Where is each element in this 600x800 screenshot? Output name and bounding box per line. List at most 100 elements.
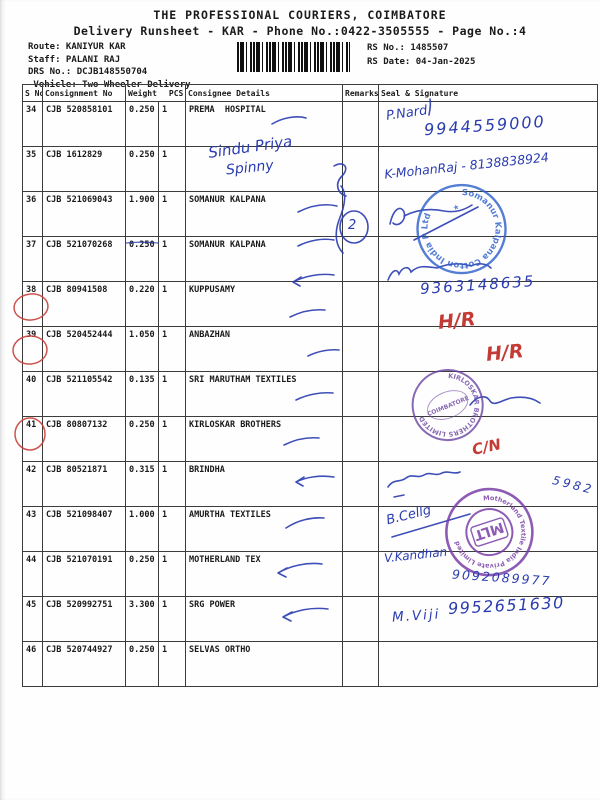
barcode — [237, 42, 350, 72]
cell-remarks — [342, 551, 380, 597]
cell-seal — [378, 416, 599, 462]
cell-weight: 0.250 — [125, 416, 159, 462]
table-header-row: S No Consignment No Weight PCS Consignee … — [22, 84, 599, 102]
col-header-weight-pcs: Weight PCS — [124, 84, 187, 102]
table-row: 34 CJB 520858101 0.250 1 PREMA HOSPITAL — [22, 101, 599, 147]
cell-remarks — [342, 191, 380, 237]
runsheet-subtitle: Delivery Runsheet - KAR - Phone No.:0422… — [73, 24, 527, 38]
cell-sno: 45 — [22, 596, 43, 642]
table-row: 36 CJB 521069043 1.900 1 SOMANUR KALPANA — [22, 191, 599, 237]
cell-consignee: SOMANUR KALPANA — [185, 236, 344, 282]
cell-sno: 39 — [22, 326, 43, 372]
col-header-weight: Weight — [128, 88, 157, 98]
cell-pcs: 1 — [157, 191, 187, 237]
cell-seal — [378, 461, 599, 507]
cell-seal — [378, 551, 599, 597]
cell-consignment: CJB 520452444 — [42, 326, 126, 372]
cell-consignee: MOTHERLAND TEX — [185, 551, 344, 597]
route-line: Route: KANIYUR KAR — [28, 42, 126, 52]
cell-consignee: SRI MARUTHAM TEXTILES — [185, 371, 344, 417]
cell-seal — [378, 191, 599, 237]
cell-pcs: 1 — [157, 641, 187, 687]
cell-seal — [378, 281, 599, 327]
table-row: 43 CJB 521098407 1.000 1 AMURTHA TEXTILES — [22, 506, 599, 552]
table-row: 35 CJB 1612829 0.250 1 — [22, 146, 599, 192]
cell-sno: 34 — [22, 101, 43, 147]
cell-consignee: ANBAZHAN — [185, 326, 344, 372]
cell-pcs: 1 — [157, 596, 187, 642]
cell-seal — [378, 596, 599, 642]
table-row: 42 CJB 80521871 0.315 1 BRINDHA — [22, 461, 599, 507]
rs-no-line: RS No.: 1485507 — [367, 43, 449, 53]
cell-consignment: CJB 521070191 — [42, 551, 126, 597]
cell-consignee: SELVAS ORTHO — [185, 641, 344, 687]
cell-seal — [378, 371, 599, 417]
cell-sno: 46 — [22, 641, 43, 687]
col-header-consignee: Consignee Details — [185, 84, 344, 102]
rs-date-line: RS Date: 04-Jan-2025 — [367, 57, 476, 67]
cell-consignee — [185, 146, 344, 192]
runsheet-table: S No Consignment No Weight PCS Consignee … — [22, 84, 599, 687]
cell-weight: 0.135 — [125, 371, 159, 417]
cell-pcs: 1 — [157, 236, 187, 282]
cell-consignment: CJB 80807132 — [42, 416, 126, 462]
cell-seal — [378, 146, 599, 192]
cell-seal — [378, 326, 599, 372]
cell-weight: 0.315 — [125, 461, 159, 507]
cell-pcs: 1 — [157, 326, 187, 372]
cell-sno: 38 — [22, 281, 43, 327]
cell-remarks — [342, 371, 380, 417]
runsheet-tbody: 34 CJB 520858101 0.250 1 PREMA HOSPITAL 35 CJB… — [22, 101, 599, 687]
cell-sno: 36 — [22, 191, 43, 237]
cell-pcs: 1 — [157, 551, 187, 597]
cell-weight: 3.300 — [125, 596, 159, 642]
cell-seal — [378, 641, 599, 687]
table-row: 38 CJB 80941508 0.220 1 KUPPUSAMY — [22, 281, 599, 327]
cell-sno: 41 — [22, 416, 43, 462]
col-header-pcs: PCS — [168, 88, 184, 98]
cell-consignment: CJB 521098407 — [42, 506, 126, 552]
cell-consignment: CJB 80941508 — [42, 281, 126, 327]
cell-remarks — [342, 326, 380, 372]
cell-remarks — [342, 461, 380, 507]
table-row: 46 CJB 520744927 0.250 1 SELVAS ORTHO — [22, 641, 599, 687]
cell-weight: 1.050 — [125, 326, 159, 372]
cell-remarks — [342, 101, 380, 147]
cell-sno: 37 — [22, 236, 43, 282]
cell-pcs: 1 — [157, 416, 187, 462]
cell-pcs: 1 — [157, 371, 187, 417]
cell-pcs: 1 — [157, 281, 187, 327]
cell-pcs: 1 — [157, 101, 187, 147]
cell-weight: 1.000 — [125, 506, 159, 552]
cell-remarks — [342, 641, 380, 687]
cell-remarks — [342, 281, 380, 327]
cell-consignee: PREMA HOSPITAL — [185, 101, 344, 147]
cell-consignment: CJB 521069043 — [42, 191, 126, 237]
table-row: 44 CJB 521070191 0.250 1 MOTHERLAND TEX — [22, 551, 599, 597]
cell-consignee: BRINDHA — [185, 461, 344, 507]
cell-remarks — [342, 416, 380, 462]
cell-pcs: 1 — [157, 461, 187, 507]
cell-sno: 42 — [22, 461, 43, 507]
cell-seal — [378, 506, 599, 552]
table-row: 37 CJB 521070268 0.250 1 SOMANUR KALPANA — [22, 236, 599, 282]
cell-consignee: AMURTHA TEXTILES — [185, 506, 344, 552]
cell-consignment: CJB 520858101 — [42, 101, 126, 147]
meta-right-block: RS No.: 1485507 RS Date: 04-Jan-2025 — [367, 41, 475, 69]
cell-remarks — [342, 236, 380, 282]
col-header-remarks: Remarks — [342, 84, 380, 102]
col-header-seal: Seal & Signature — [378, 84, 599, 102]
staff-line: Staff: PALANI RAJ — [28, 54, 121, 65]
cell-consignment: CJB 521070268 — [42, 236, 126, 282]
drs-line: DRS No.: DCJB148550704 — [28, 67, 148, 77]
cell-weight: 0.250 — [125, 146, 159, 192]
cell-consignee: SOMANUR KALPANA — [185, 191, 344, 237]
cell-consignment: CJB 1612829 — [42, 146, 126, 192]
cell-consignment: CJB 520992751 — [42, 596, 126, 642]
cell-pcs: 1 — [157, 146, 187, 192]
cell-weight: 1.900 — [125, 191, 159, 237]
cell-consignee: KUPPUSAMY — [185, 281, 344, 327]
col-header-sno: S No — [22, 84, 43, 102]
cell-seal — [378, 236, 599, 282]
cell-remarks — [342, 506, 380, 552]
